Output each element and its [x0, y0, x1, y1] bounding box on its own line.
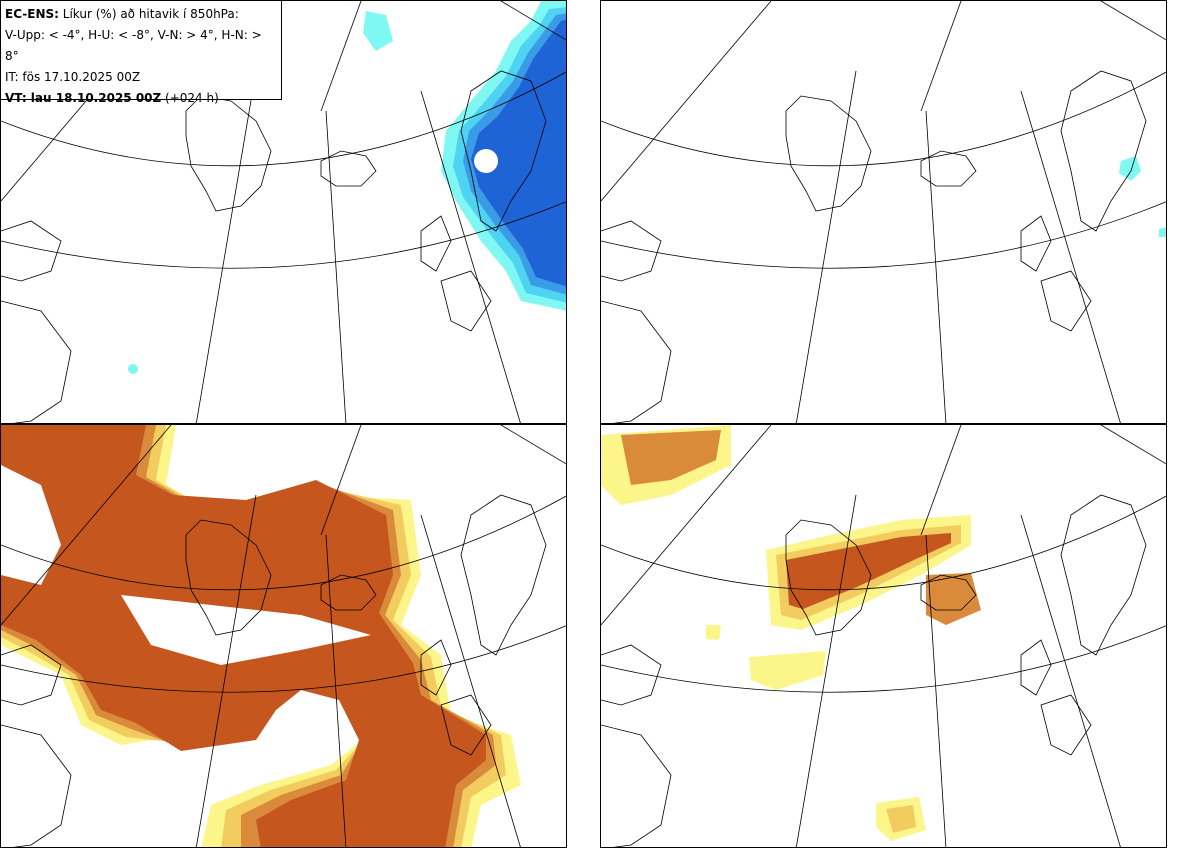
prob-blob-blue-small-2 — [1159, 227, 1166, 237]
map-canvas-cold-8 — [601, 1, 1166, 423]
map-panel-warm-4: 1009565355 — [0, 424, 567, 848]
map-canvas-warm-8 — [601, 425, 1166, 847]
prob-field-blue-max — [471, 19, 566, 287]
info-box: EC-ENS: Líkur (%) að hitavik í 850hPa: V… — [0, 0, 282, 105]
graticule-3 — [1, 425, 566, 847]
map-panel-cold-8: 1009565355 — [600, 0, 1167, 424]
title-line: EC-ENS: Líkur (%) að hitavik í 850hPa: — [5, 4, 277, 25]
map-canvas-warm-4 — [1, 425, 566, 847]
valid-time: VT: lau 18.10.2025 00Z — [5, 91, 162, 105]
prob-field-orange-2 — [601, 425, 981, 841]
coastlines-3 — [1, 494, 547, 847]
map-panel-warm-8: 1009565355 — [600, 424, 1167, 848]
coastlines-4 — [601, 494, 1147, 847]
title-text: Líkur (%) að hitavik í 850hPa: — [62, 7, 239, 21]
prob-blob-blue — [363, 11, 393, 51]
prob-field-orange — [1, 425, 521, 847]
lead-time: (+024 h) — [165, 91, 219, 105]
legend-line: V-Upp: < -4°, H-U: < -8°, V-N: > 4°, H-N… — [5, 28, 262, 63]
model-name: EC-ENS: — [5, 7, 59, 21]
coastlines-2 — [601, 70, 1147, 423]
coastlines — [1, 70, 547, 423]
graticule-4 — [601, 425, 1166, 847]
prob-dot — [128, 364, 138, 374]
map-panel-cold-4: 1009565355 — [0, 0, 567, 424]
prob-hole — [474, 149, 498, 173]
graticule-2 — [601, 1, 1166, 423]
map-canvas-cold-4 — [1, 1, 566, 423]
prob-blob-blue-small — [1119, 156, 1141, 181]
init-time: IT: fös 17.10.2025 00Z — [5, 70, 141, 84]
valid-time-line: VT: lau 18.10.2025 00Z (+024 h) — [5, 88, 277, 109]
